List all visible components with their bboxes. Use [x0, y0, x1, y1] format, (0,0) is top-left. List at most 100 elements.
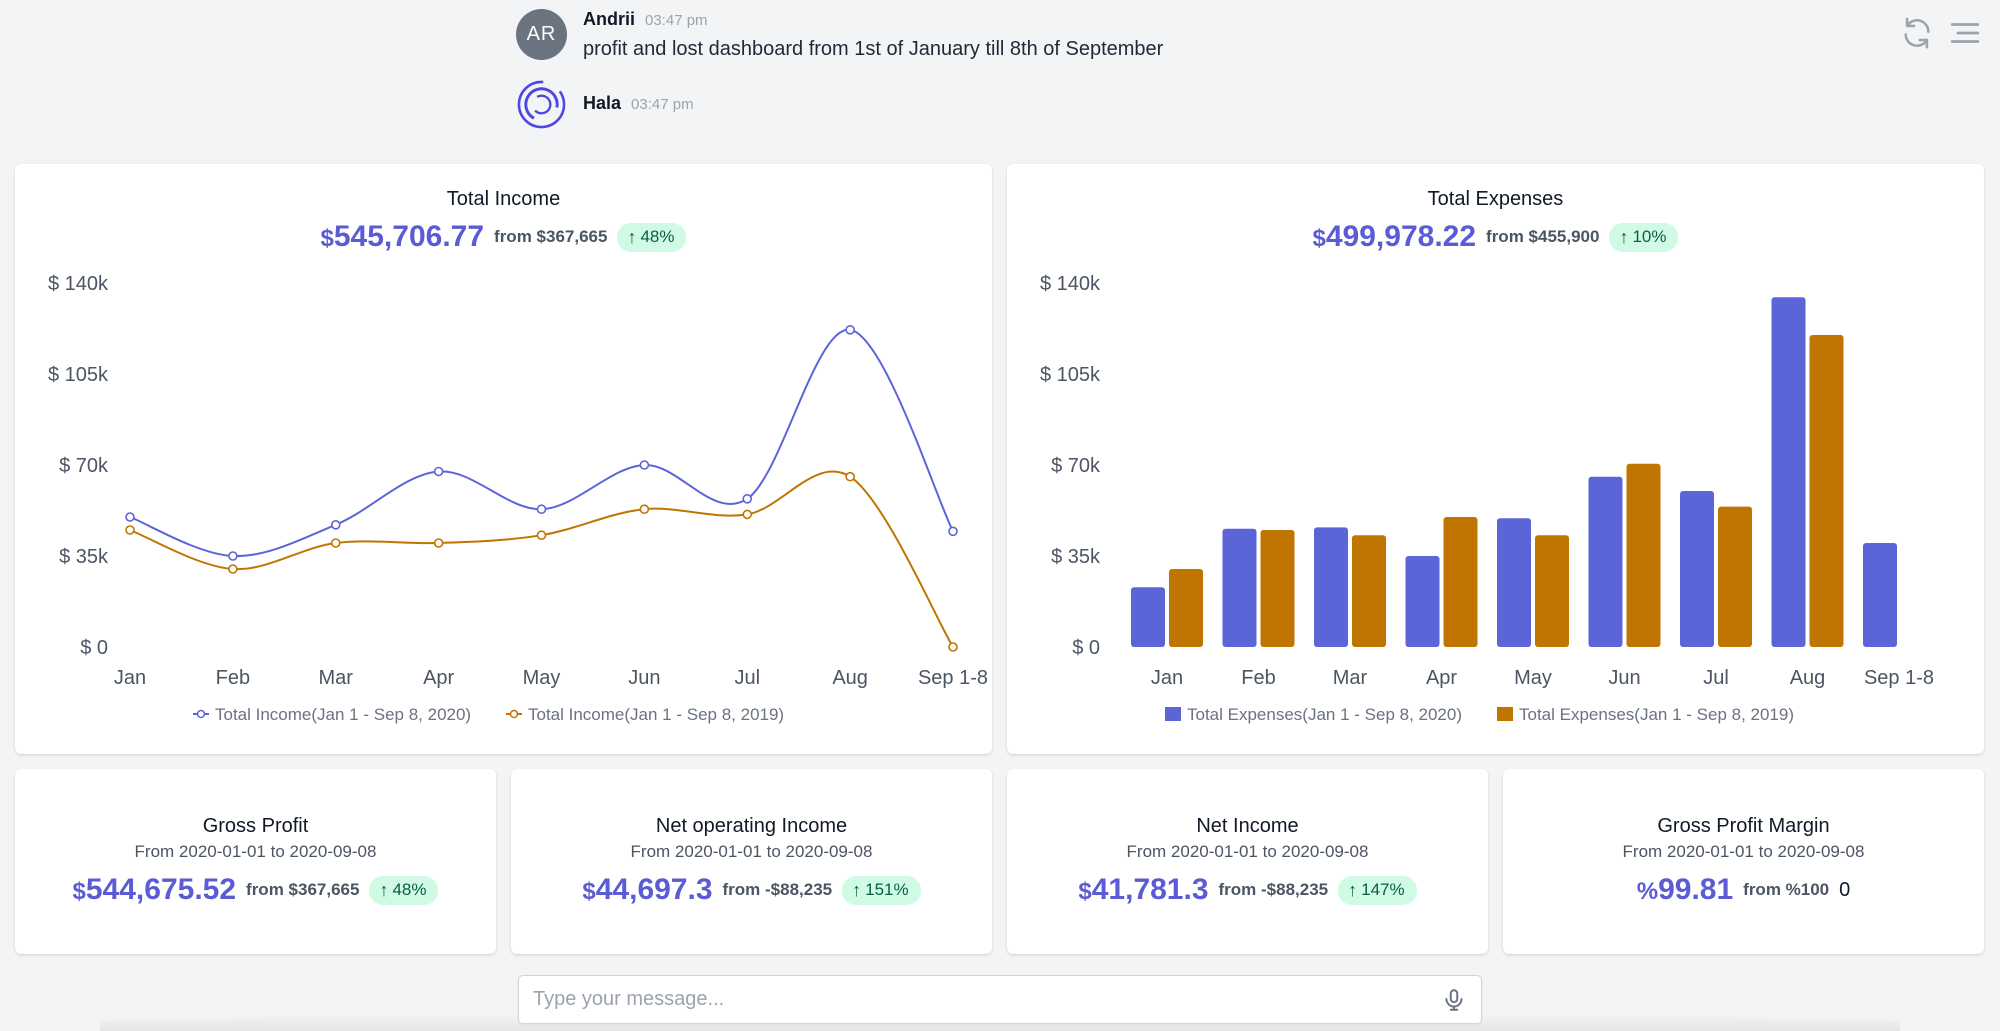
y-tick-label: $ 0: [1072, 637, 1100, 659]
expense-bar: [1352, 535, 1386, 647]
kpi-title: Net operating Income: [655, 815, 848, 837]
change-badge: ↑ 151%: [842, 875, 921, 905]
data-point: [536, 530, 547, 541]
legend-label: Total Income(Jan 1 - Sep 8, 2020): [215, 705, 471, 724]
x-tick-label: Jul: [734, 667, 760, 689]
kpi-headline: $544,675.52 from $367,665 ↑ 48%: [15, 873, 496, 907]
expense-bar: [1626, 463, 1661, 647]
avatar[interactable]: AR: [516, 9, 567, 60]
microphone-icon[interactable]: [1441, 987, 1467, 1013]
data-point: [433, 466, 444, 477]
message-input[interactable]: [533, 988, 1441, 1011]
y-tick-label: $ 35k: [1051, 546, 1101, 568]
y-tick-label: $ 140k: [1040, 273, 1101, 295]
x-tick-label: Jul: [1703, 667, 1729, 689]
kpi-amount: $544,675.52: [72, 873, 237, 906]
x-tick-label: Mar: [1333, 667, 1368, 689]
kpi-title: Net Income: [1196, 815, 1299, 837]
expense-bar: [1809, 335, 1844, 647]
y-tick-label: $ 105k: [48, 364, 109, 386]
legend-marker: [196, 709, 206, 719]
series-line: [129, 328, 954, 558]
x-tick-label: Aug: [832, 667, 868, 689]
comparison-text: from -$88,235: [1218, 880, 1329, 899]
kpi-title: Gross Profit: [202, 815, 309, 837]
total-amount: $545,706.77: [320, 220, 485, 253]
message-body: Andrii 03:47 pm profit and lost dashboar…: [583, 9, 1163, 61]
comparison-text: from $367,665: [246, 880, 360, 899]
y-tick-label: $ 70k: [1051, 455, 1101, 477]
message-body: Hala 03:47 pm: [583, 93, 694, 114]
headline: $499,978.22 from $455,900 ↑ 10%: [1007, 220, 1984, 254]
x-tick-label: Sep 1-8: [1864, 667, 1934, 689]
card-title: Total Income: [446, 188, 561, 210]
change-badge: ↑ 48%: [369, 875, 439, 905]
x-tick-label: Jun: [628, 667, 660, 689]
kpi-change-value: 0: [1839, 878, 1851, 901]
expense-bar: [1863, 543, 1897, 647]
x-tick-label: Jun: [1608, 667, 1640, 689]
total-amount: $499,978.22: [1312, 220, 1477, 253]
comparison-text: from $367,665: [494, 227, 608, 246]
comparison-text: from %100: [1743, 880, 1830, 899]
arrow-up-icon: ↑: [852, 879, 862, 900]
y-tick-label: $ 35k: [59, 546, 109, 568]
kpi-headline: $41,781.3 from -$88,235 ↑ 147%: [1007, 873, 1488, 907]
arrow-up-icon: ↑: [627, 226, 637, 247]
y-tick-label: $ 105k: [1040, 364, 1101, 386]
total-expenses-card: Total Expenses $499,978.22 from $455,900…: [1007, 164, 1984, 754]
legend-label: Total Income(Jan 1 - Sep 8, 2019): [528, 705, 784, 724]
kpi-date-range: From 2020-01-01 to 2020-09-08: [134, 842, 377, 861]
total-income-card: Total Income $545,706.77 from $367,665 ↑…: [15, 164, 992, 754]
hala-logo-icon: [517, 80, 566, 129]
kpi-headline: %99.81 from %100 0: [1503, 873, 1984, 907]
kpi-card-gross-profit: Gross Profit From 2020-01-01 to 2020-09-…: [15, 769, 496, 954]
top-toolbar: [1900, 16, 1982, 50]
message-time: 03:47 pm: [631, 96, 694, 113]
data-point: [228, 564, 238, 574]
kpi-amount: %99.81: [1636, 873, 1734, 906]
expense-bar: [1771, 297, 1806, 647]
arrow-up-icon: ↑: [1619, 226, 1629, 247]
data-point: [125, 525, 135, 535]
data-point: [330, 538, 341, 548]
arrow-up-icon: ↑: [379, 879, 389, 900]
kpi-card-net-operating-income: Net operating Income From 2020-01-01 to …: [511, 769, 992, 954]
x-tick-label: Sep 1-8: [918, 667, 988, 689]
kpi-amount: $41,781.3: [1078, 873, 1209, 906]
data-point: [639, 460, 650, 470]
message-time: 03:47 pm: [645, 12, 708, 29]
message-header: Andrii 03:47 pm: [583, 9, 1163, 30]
x-tick-label: Aug: [1790, 667, 1826, 689]
kpi-card-gross-profit-margin: Gross Profit Margin From 2020-01-01 to 2…: [1503, 769, 1984, 954]
data-point: [125, 512, 135, 522]
x-tick-label: Feb: [1241, 667, 1275, 689]
legend-label: Total Expenses(Jan 1 - Sep 8, 2020): [1187, 705, 1462, 724]
legend-marker: [509, 709, 519, 719]
x-tick-label: Apr: [1426, 667, 1457, 689]
kpi-headline: $44,697.3 from -$88,235 ↑ 151%: [511, 873, 992, 907]
y-tick-label: $ 70k: [59, 455, 109, 477]
kpi-date-range: From 2020-01-01 to 2020-09-08: [630, 842, 873, 861]
message-header: Hala 03:47 pm: [583, 93, 694, 114]
menu-icon[interactable]: [1948, 16, 1982, 50]
x-tick-label: Jan: [114, 667, 146, 689]
headline: $545,706.77 from $367,665 ↑ 48%: [15, 220, 992, 254]
kpi-card-net-income: Net Income From 2020-01-01 to 2020-09-08…: [1007, 769, 1488, 954]
expense-bar: [1131, 587, 1165, 647]
expense-bar: [1588, 476, 1623, 647]
data-point: [742, 493, 753, 504]
x-tick-label: Feb: [216, 667, 250, 689]
change-badge: ↑ 48%: [617, 222, 687, 252]
refresh-icon[interactable]: [1900, 16, 1934, 50]
data-point: [330, 519, 341, 530]
data-point: [433, 538, 444, 548]
data-point: [948, 642, 958, 652]
kpi-date-range: From 2020-01-01 to 2020-09-08: [1622, 842, 1865, 861]
expense-bar: [1222, 528, 1257, 647]
expenses-bar-chart: $ 0 $ 35k $ 70k $ 105k $ 140k Jan Feb Mar Apr May…: [1040, 273, 1934, 724]
chart-legend: Total Expenses(Jan 1 - Sep 8, 2020) Total…: [1165, 705, 1794, 724]
data-point: [948, 526, 958, 537]
data-point: [845, 325, 855, 335]
legend-swatch: [1165, 707, 1181, 721]
